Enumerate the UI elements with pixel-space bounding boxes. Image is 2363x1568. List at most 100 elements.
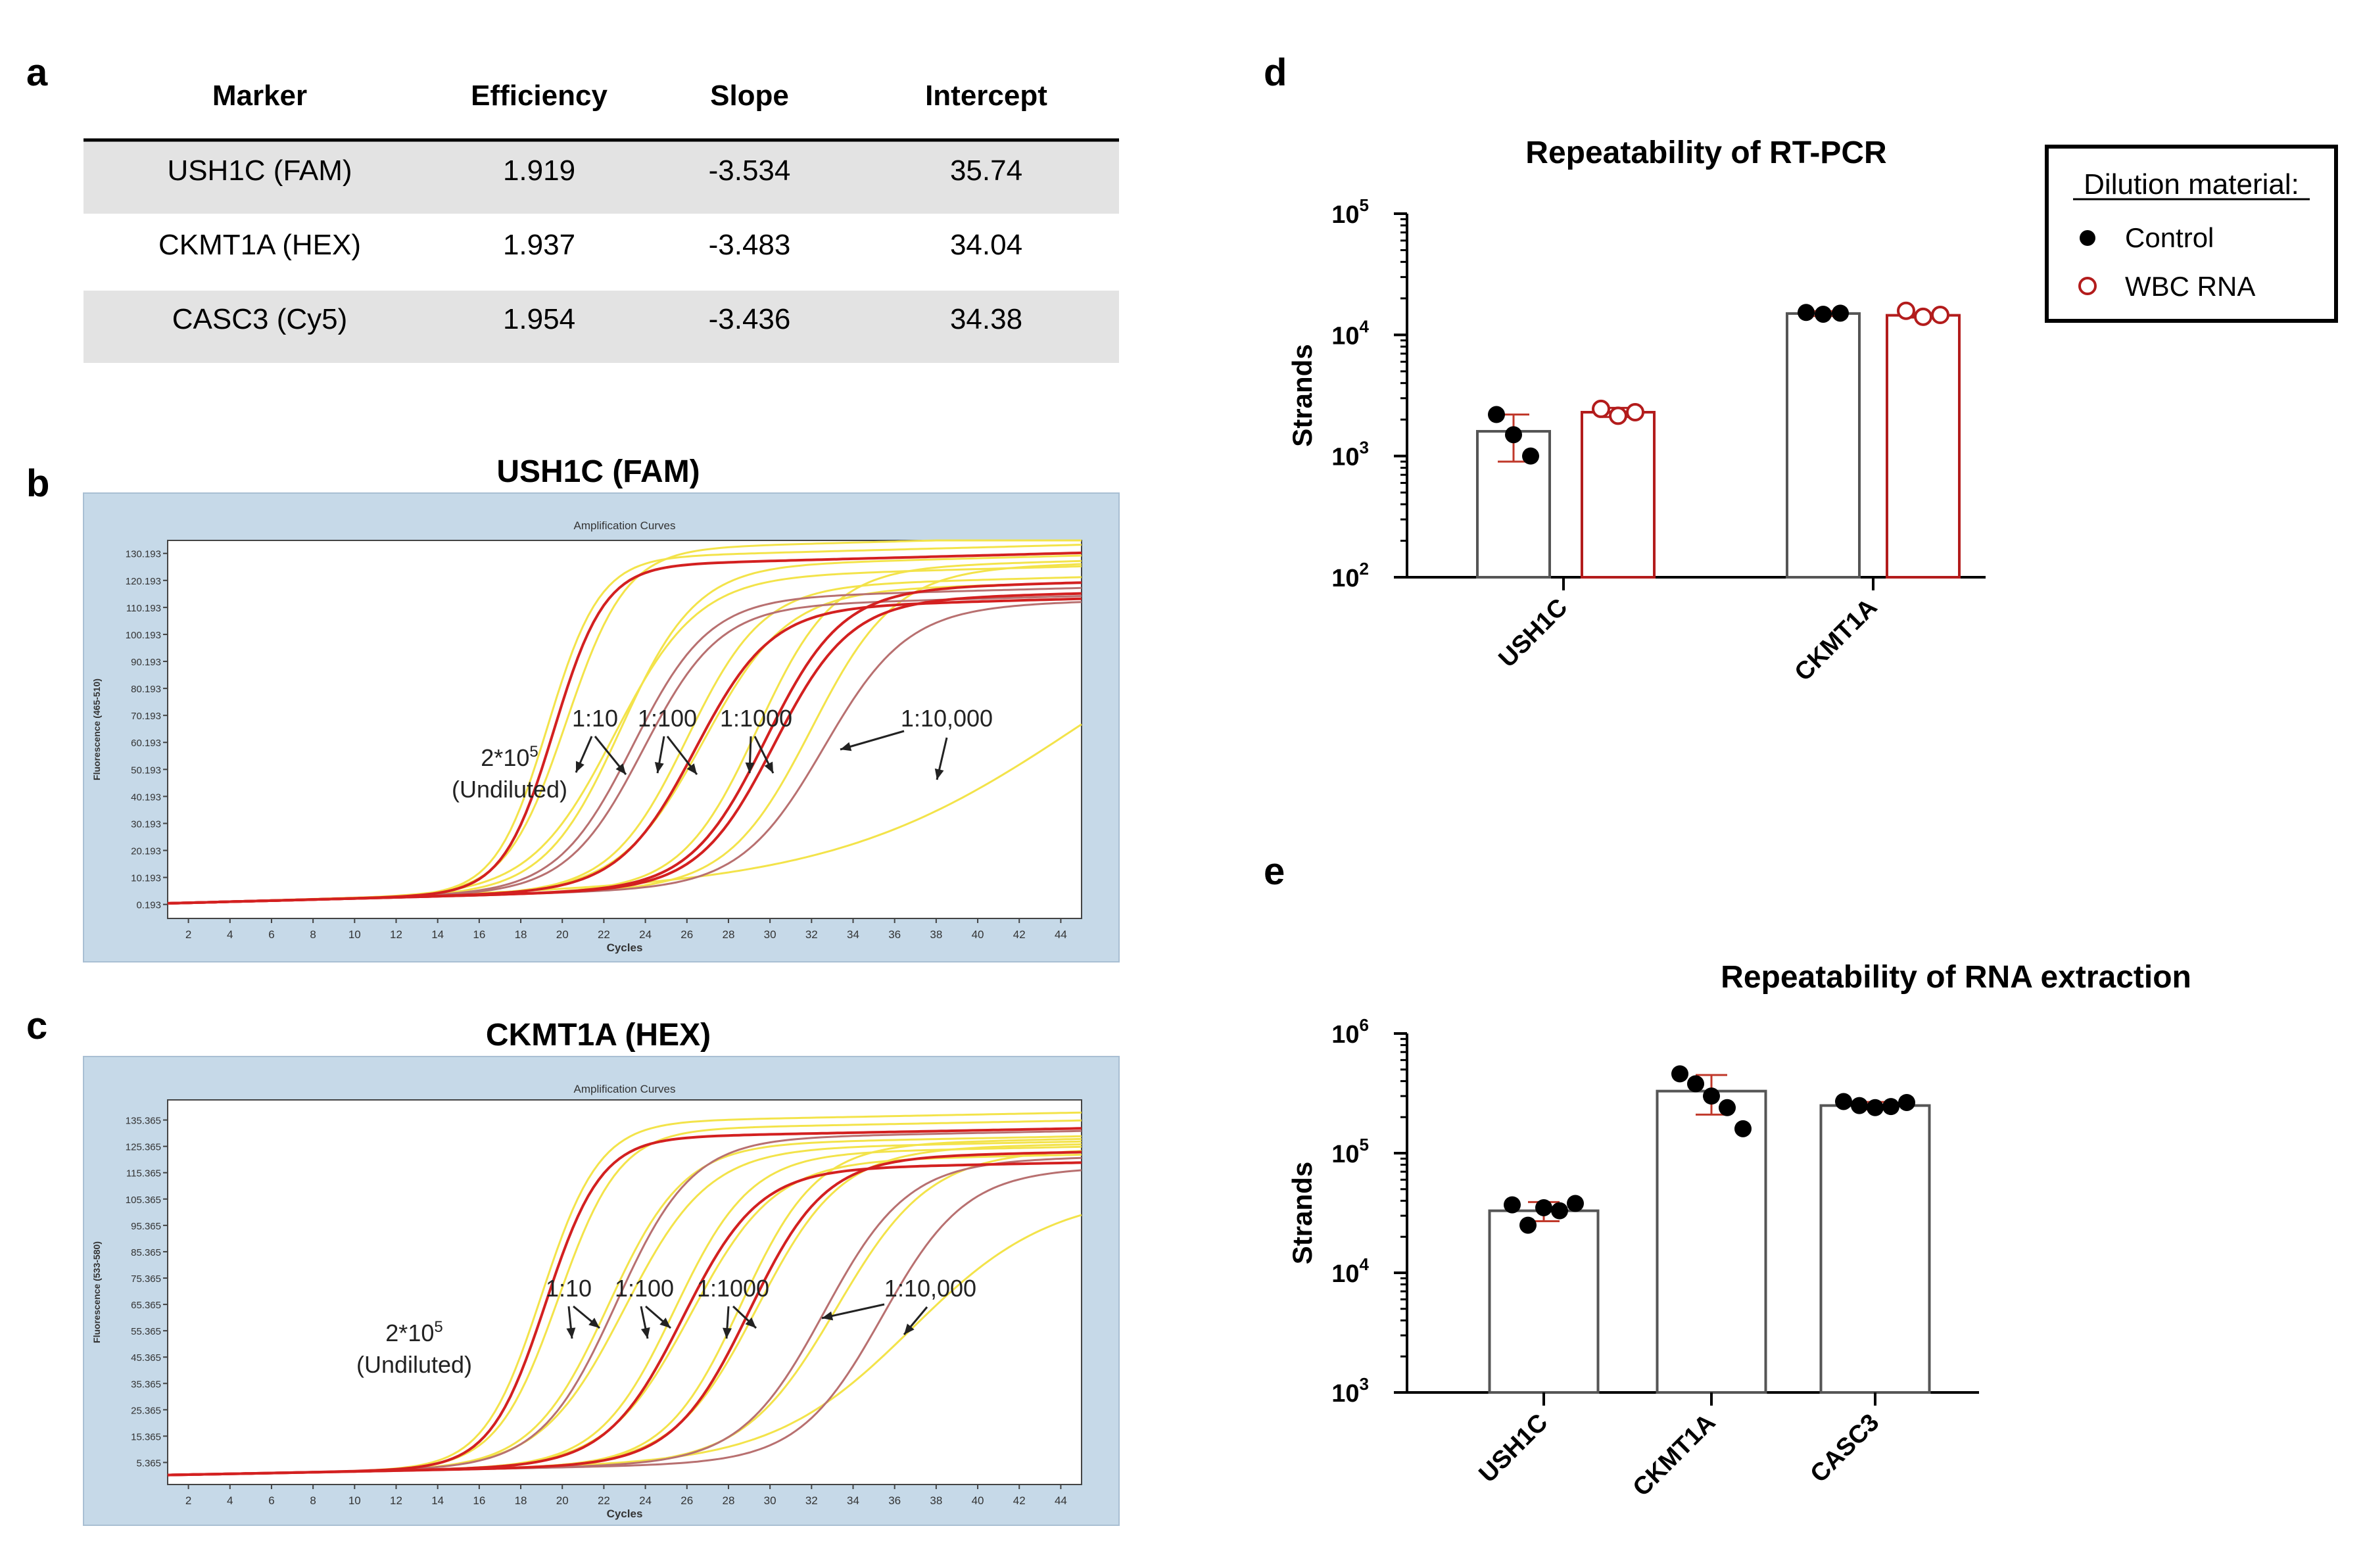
y-tick-label: 35.365: [131, 1379, 161, 1390]
table-cell: CASC3 (Cy5): [172, 303, 348, 335]
control-point: [1703, 1087, 1720, 1105]
x-tick-label: 14: [431, 928, 444, 941]
table-cell: 34.38: [950, 303, 1022, 335]
x-tick-label: 2: [185, 928, 191, 941]
y-tick-label: 75.365: [131, 1273, 161, 1285]
chart-b-title: USH1C (FAM): [496, 454, 700, 489]
control-bar: [1786, 312, 1861, 579]
x-tick-label: 38: [930, 928, 942, 941]
x-tick-label: 28: [722, 928, 734, 941]
table-cell: 35.74: [950, 154, 1022, 187]
control-point: [1734, 1120, 1752, 1137]
panel-label-b: b: [26, 462, 49, 505]
annotation-arrow-head: [745, 762, 755, 773]
control-point: [1671, 1065, 1688, 1083]
x-tick-label: 32: [805, 928, 818, 941]
y-axis-label: Fluorescence (465-510): [91, 678, 102, 780]
x-tick-label: 36: [888, 1494, 901, 1507]
y-tick-label: 5.365: [136, 1458, 161, 1469]
x-tick-label: 8: [310, 928, 316, 941]
x-tick-label: 10: [348, 928, 361, 941]
annotation-arrow-head: [686, 763, 697, 774]
control-point: [1522, 447, 1539, 465]
x-tick-label: 18: [515, 928, 527, 941]
x-tick-label: CKMT1A: [1628, 1409, 1721, 1502]
control-point: [1815, 305, 1832, 323]
undiluted-label: (Undiluted): [452, 776, 567, 803]
table-header-intercept: Intercept: [925, 80, 1047, 112]
y-tick-label: 103: [1331, 1374, 1369, 1408]
x-tick-label: 30: [764, 1494, 776, 1507]
table-cell: CKMT1A (HEX): [158, 229, 361, 261]
y-axis-label: Strands: [1287, 344, 1318, 446]
x-tick-label: 24: [639, 928, 652, 941]
y-tick-label: 30.193: [131, 819, 161, 830]
y-tick-label: 105: [1331, 1135, 1369, 1168]
y-tick-label: 10.193: [131, 873, 161, 884]
table-cell: USH1C (FAM): [167, 154, 352, 187]
wbc-point: [1626, 402, 1644, 421]
x-tick-label: 42: [1013, 928, 1026, 941]
x-tick-label: 6: [268, 1494, 274, 1507]
x-tick-label: 24: [639, 1494, 652, 1507]
control-point: [1719, 1099, 1736, 1116]
undiluted-label: (Undiluted): [356, 1351, 472, 1378]
y-tick-label: 102: [1331, 559, 1369, 592]
x-tick-label: 20: [556, 1494, 569, 1507]
x-tick-label: 34: [847, 928, 859, 941]
x-tick-label: 26: [680, 928, 693, 941]
control-bar: [1656, 1089, 1767, 1394]
x-tick-label: 6: [268, 928, 274, 941]
y-tick-label: 50.193: [131, 765, 161, 776]
legend-box: [2045, 145, 2338, 323]
x-tick-label: 44: [1055, 928, 1067, 941]
annotation-arrow-head: [654, 762, 664, 773]
annotation-arrow-head: [640, 1327, 650, 1339]
x-tick-label: 22: [598, 1494, 610, 1507]
y-tick-label: 106: [1331, 1015, 1369, 1049]
x-tick-label: 22: [598, 928, 610, 941]
x-tick-label: 4: [227, 928, 233, 941]
dilution-label: 1:10: [546, 1275, 592, 1302]
x-tick-label: 4: [227, 1494, 233, 1507]
y-tick-label: 25.365: [131, 1405, 161, 1416]
x-tick-label: 18: [515, 1494, 527, 1507]
panel-label-c: c: [26, 1005, 47, 1047]
annotation-arrow-head: [934, 768, 944, 780]
control-point: [1851, 1097, 1868, 1114]
dilution-label: 1:10,000: [884, 1275, 976, 1302]
x-tick-label: 10: [348, 1494, 361, 1507]
table-cell: 34.04: [950, 229, 1022, 261]
y-tick-label: 55.365: [131, 1326, 161, 1337]
undiluted-concentration-label: 2*105: [385, 1318, 442, 1346]
chart-c-title: CKMT1A (HEX): [486, 1018, 711, 1053]
x-tick-label: 36: [888, 928, 901, 941]
table-header-slope: Slope: [710, 80, 789, 112]
bar-chart-rna-extraction: 103 104 105 106 Strands USH1C CKMT1A CASC3: [1287, 1015, 1979, 1502]
control-point: [1535, 1199, 1552, 1216]
x-tick-label: 30: [764, 928, 776, 941]
legend-control-label: Control: [2125, 222, 2214, 253]
y-tick-label: 105: [1331, 195, 1369, 229]
y-tick-label: 0.193: [136, 900, 161, 911]
annotation-arrow-head: [904, 1323, 915, 1335]
x-tick-label: 32: [805, 1494, 818, 1507]
annotation-arrow-line: [840, 730, 905, 751]
amplification-curve: [167, 1151, 1082, 1477]
control-point: [1519, 1216, 1537, 1234]
dilution-label: 1:1000: [720, 705, 792, 732]
annotation-arrow-head: [745, 1317, 756, 1328]
y-tick-label: 135.365: [126, 1116, 161, 1127]
control-point: [1687, 1075, 1704, 1093]
y-tick-label: 104: [1331, 316, 1369, 350]
y-tick-label: 90.193: [131, 657, 161, 668]
annotation-arrow-head: [588, 1318, 600, 1328]
x-tick-label: 26: [680, 1494, 693, 1507]
annotation-arrow-head: [722, 1327, 732, 1339]
annotation-arrow-head: [764, 761, 773, 773]
wbc-point: [1897, 301, 1915, 320]
wbc-bar: [1581, 410, 1656, 579]
y-tick-label: 100.193: [126, 630, 161, 641]
